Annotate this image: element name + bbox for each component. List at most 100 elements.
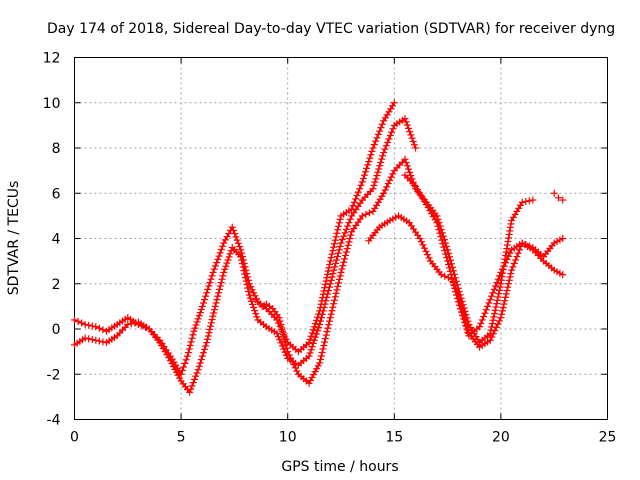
data-point	[375, 165, 383, 173]
data-point	[425, 254, 433, 262]
data-point	[247, 297, 255, 305]
data-point	[215, 285, 223, 293]
data-point	[277, 320, 285, 328]
data-point	[501, 293, 509, 301]
data-point	[437, 271, 445, 279]
data-point	[492, 323, 500, 331]
data-point	[386, 176, 394, 184]
data-point	[330, 266, 338, 274]
data-point	[244, 284, 252, 292]
data-point	[501, 259, 509, 267]
data-point	[323, 293, 331, 301]
x-tick-label: 25	[599, 430, 617, 446]
data-point	[525, 197, 533, 205]
series-track-2	[71, 115, 420, 396]
data-point	[279, 331, 287, 339]
data-point	[337, 268, 345, 276]
data-point	[274, 333, 282, 341]
data-point	[358, 178, 366, 186]
data-point	[220, 268, 228, 276]
data-point	[92, 323, 100, 331]
data-point	[423, 251, 431, 259]
data-point	[227, 247, 235, 255]
data-point	[191, 375, 199, 383]
data-point	[187, 385, 195, 393]
data-point	[491, 310, 499, 318]
y-tick-label: 4	[52, 232, 61, 248]
data-point	[275, 314, 283, 322]
data-point	[276, 317, 284, 325]
data-point	[205, 329, 213, 337]
data-point	[186, 341, 194, 349]
data-point	[416, 235, 424, 242]
y-tick-label: 0	[52, 322, 61, 338]
data-point	[250, 304, 258, 312]
data-point	[321, 338, 329, 346]
data-point	[364, 161, 372, 169]
data-point	[405, 165, 413, 173]
data-point	[324, 324, 332, 332]
data-point	[422, 247, 430, 255]
data-point	[223, 259, 231, 267]
data-point	[505, 252, 513, 260]
data-point	[450, 281, 458, 289]
data-point	[210, 309, 218, 317]
data-point	[324, 267, 332, 275]
data-point	[246, 294, 254, 302]
data-point	[328, 273, 336, 281]
data-point	[131, 319, 139, 327]
data-point	[525, 242, 533, 250]
data-point	[402, 159, 410, 167]
data-point	[81, 320, 89, 328]
data-point	[206, 279, 214, 287]
data-point	[243, 281, 251, 289]
data-point	[410, 141, 418, 149]
data-point	[522, 241, 530, 249]
data-point	[319, 307, 327, 315]
data-point	[345, 219, 353, 227]
data-point	[440, 243, 448, 251]
data-point	[210, 306, 218, 314]
data-point	[248, 286, 256, 294]
grid-lines	[74, 57, 608, 420]
data-point	[405, 124, 413, 132]
data-point	[232, 233, 240, 241]
data-point	[493, 279, 501, 287]
data-point	[215, 289, 223, 297]
data-point	[505, 280, 513, 288]
data-point	[320, 342, 328, 350]
data-point	[277, 339, 285, 347]
data-point	[486, 296, 494, 304]
data-point	[500, 262, 508, 270]
data-point	[308, 343, 316, 351]
data-point	[211, 302, 219, 310]
y-tick-label: -4	[47, 413, 61, 429]
data-point	[186, 388, 194, 396]
data-point	[320, 304, 328, 312]
data-point	[356, 185, 364, 193]
data-point	[99, 326, 107, 334]
data-point	[197, 356, 205, 364]
data-point	[322, 297, 330, 305]
data-point	[290, 361, 298, 369]
data-point	[278, 342, 286, 350]
data-point	[287, 354, 295, 362]
data-point	[239, 263, 247, 271]
data-point	[196, 359, 204, 367]
data-point	[369, 185, 377, 193]
data-point	[482, 306, 490, 314]
data-point	[219, 242, 227, 250]
data-point	[441, 272, 449, 280]
data-point	[503, 256, 511, 264]
data-point	[210, 265, 218, 273]
data-point	[288, 357, 296, 365]
data-point	[344, 241, 352, 249]
data-point	[477, 319, 485, 327]
data-point	[238, 249, 246, 257]
data-point	[381, 145, 389, 153]
data-point	[316, 320, 324, 328]
data-point	[366, 154, 374, 162]
data-point	[447, 260, 455, 268]
data-point	[435, 226, 443, 234]
data-point	[460, 315, 468, 323]
